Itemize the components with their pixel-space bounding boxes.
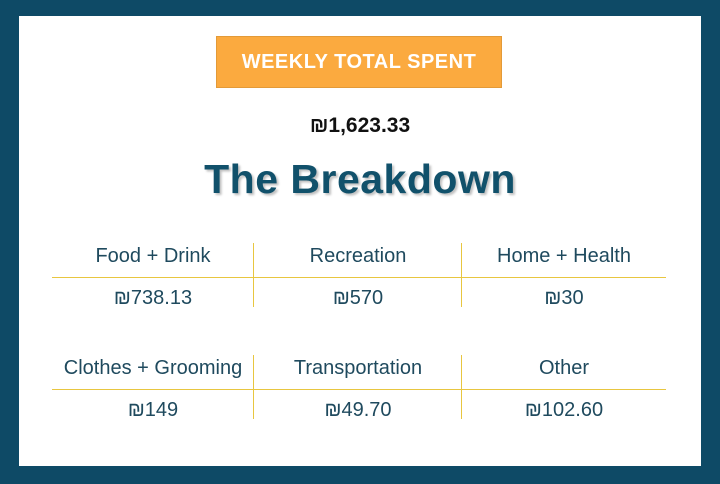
breakdown-row-1: Food + Drink Recreation Home + Health ₪7… (52, 243, 666, 309)
category-label-home-health: Home + Health (497, 245, 631, 267)
category-value-recreation: ₪570 (332, 287, 384, 309)
weekly-total-badge: WEEKLY TOTAL SPENT (216, 36, 502, 88)
category-value-transportation: ₪49.70 (324, 399, 392, 421)
category-value-other: ₪102.60 (524, 399, 604, 421)
category-label-recreation: Recreation (309, 245, 407, 267)
summary-card: WEEKLY TOTAL SPENT ₪1,623.33 The Breakdo… (19, 16, 701, 466)
category-value-food-drink: ₪738.13 (113, 287, 193, 309)
column-divider (461, 355, 462, 419)
breakdown-row-2: Clothes + Grooming Transportation Other … (52, 355, 666, 421)
category-label-other: Other (538, 357, 590, 379)
category-label-food-drink: Food + Drink (95, 245, 211, 267)
category-value-clothes-grooming: ₪149 (127, 399, 179, 421)
row-divider (52, 389, 666, 390)
weekly-total-amount: ₪1,623.33 (309, 114, 411, 137)
column-divider (253, 355, 254, 419)
category-label-transportation: Transportation (293, 357, 423, 379)
row-divider (52, 277, 666, 278)
category-label-clothes-grooming: Clothes + Grooming (63, 357, 243, 379)
column-divider (253, 243, 254, 307)
breakdown-heading: The Breakdown (204, 156, 516, 202)
category-value-home-health: ₪30 (544, 287, 584, 309)
column-divider (461, 243, 462, 307)
